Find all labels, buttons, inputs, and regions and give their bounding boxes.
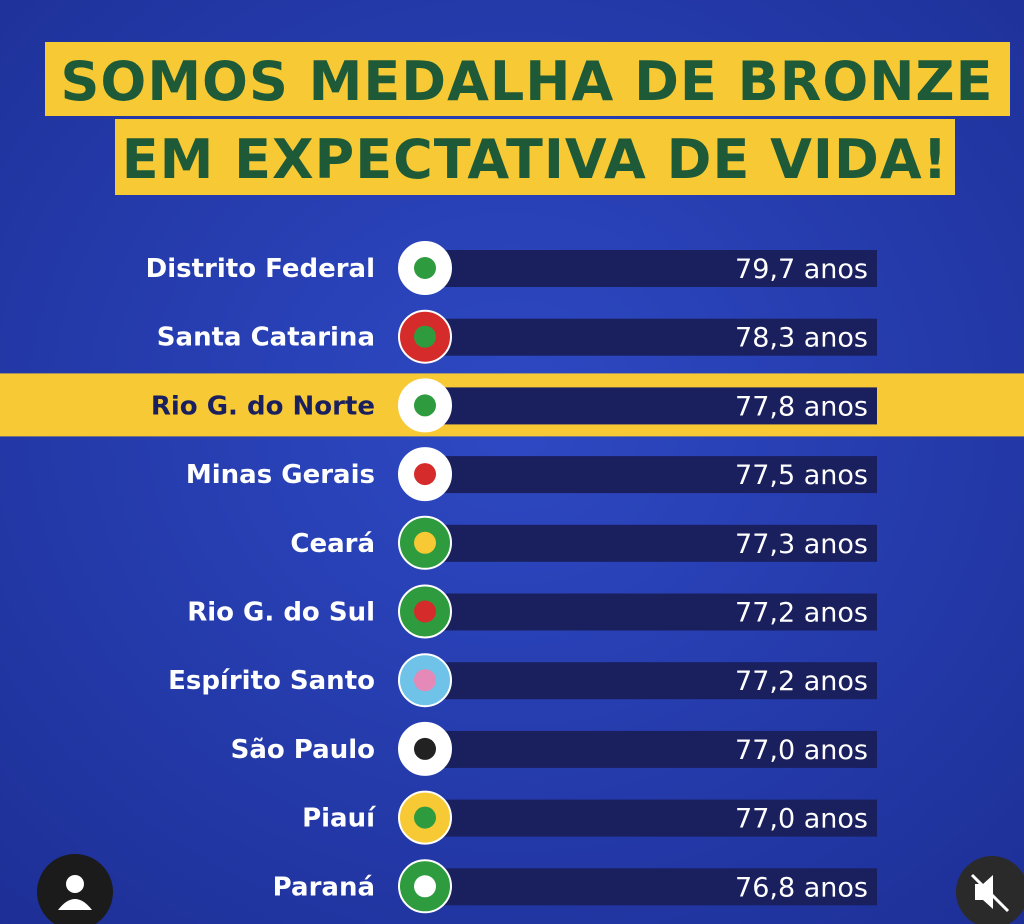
state-name: Ceará — [290, 529, 375, 559]
state-flag-emblem — [414, 531, 436, 554]
state-name: Espírito Santo — [168, 666, 375, 696]
state-flag-emblem — [414, 875, 436, 898]
state-name: Rio G. do Sul — [187, 598, 375, 628]
state-flag-emblem — [414, 737, 436, 760]
value-bar — [440, 250, 877, 287]
list-row: São Paulo 77,0 anos — [231, 721, 877, 776]
profile-button[interactable] — [37, 854, 113, 924]
life-expectancy: 78,3 anos — [735, 323, 868, 354]
state-name: São Paulo — [231, 735, 375, 765]
state-flag-emblem — [414, 394, 436, 417]
title-box — [115, 119, 955, 195]
value-bar — [440, 868, 877, 906]
value-bar — [440, 799, 877, 837]
state-name: Paraná — [273, 872, 375, 902]
list-row: Ceará 77,3 anos — [290, 515, 877, 570]
life-expectancy: 77,2 anos — [735, 666, 868, 697]
state-name: Santa Catarina — [157, 323, 375, 353]
life-expectancy: 77,2 anos — [735, 598, 868, 629]
life-expectancy: 77,0 anos — [735, 804, 868, 835]
value-bar — [440, 456, 877, 494]
list-row: Santa Catarina 78,3 anos — [157, 309, 877, 364]
state-name: Piauí — [302, 804, 377, 834]
life-expectancy: 77,3 anos — [735, 529, 868, 560]
value-bar — [440, 662, 877, 700]
life-expectancy: 77,0 anos — [735, 735, 868, 766]
life-expectancy: 76,8 anos — [735, 872, 868, 903]
state-flag-emblem — [414, 257, 436, 279]
state-flag-emblem — [414, 463, 436, 486]
state-name: Minas Gerais — [186, 460, 375, 490]
state-flag-emblem — [414, 325, 436, 348]
state-name: Rio G. do Norte — [151, 391, 375, 421]
list-row: Piauí 77,0 anos — [302, 790, 877, 845]
state-flag-emblem — [414, 669, 436, 692]
list-row: Espírito Santo 77,2 anos — [168, 653, 877, 708]
state-name: Distrito Federal — [146, 254, 375, 284]
value-bar — [440, 730, 877, 768]
value-bar — [440, 593, 877, 631]
state-flag-emblem — [414, 600, 436, 623]
state-flag-emblem — [414, 806, 436, 829]
life-expectancy: 77,5 anos — [735, 460, 868, 491]
title-line: SOMOS MEDALHA DE BRONZE — [61, 50, 994, 113]
list-row: Rio G. do Norte 77,8 anos — [0, 373, 1024, 437]
ranking-list: Distrito Federal 79,7 anos Santa Catarina 7… — [0, 241, 1024, 914]
life-expectancy: 79,7 anos — [735, 254, 868, 285]
list-row: Distrito Federal 79,7 anos — [146, 241, 877, 295]
value-bar — [440, 387, 877, 425]
mute-button[interactable] — [956, 856, 1024, 924]
list-row: Minas Gerais 77,5 anos — [186, 447, 877, 502]
title-box — [45, 42, 1010, 116]
value-bar — [440, 318, 877, 356]
value-bar — [440, 524, 877, 562]
list-row: Paraná 76,8 anos — [273, 859, 877, 914]
list-row: Rio G. do Sul 77,2 anos — [187, 584, 877, 639]
life-expectancy: 77,8 anos — [735, 391, 868, 422]
title-line: EM EXPECTATIVA DE VIDA! — [122, 128, 949, 191]
